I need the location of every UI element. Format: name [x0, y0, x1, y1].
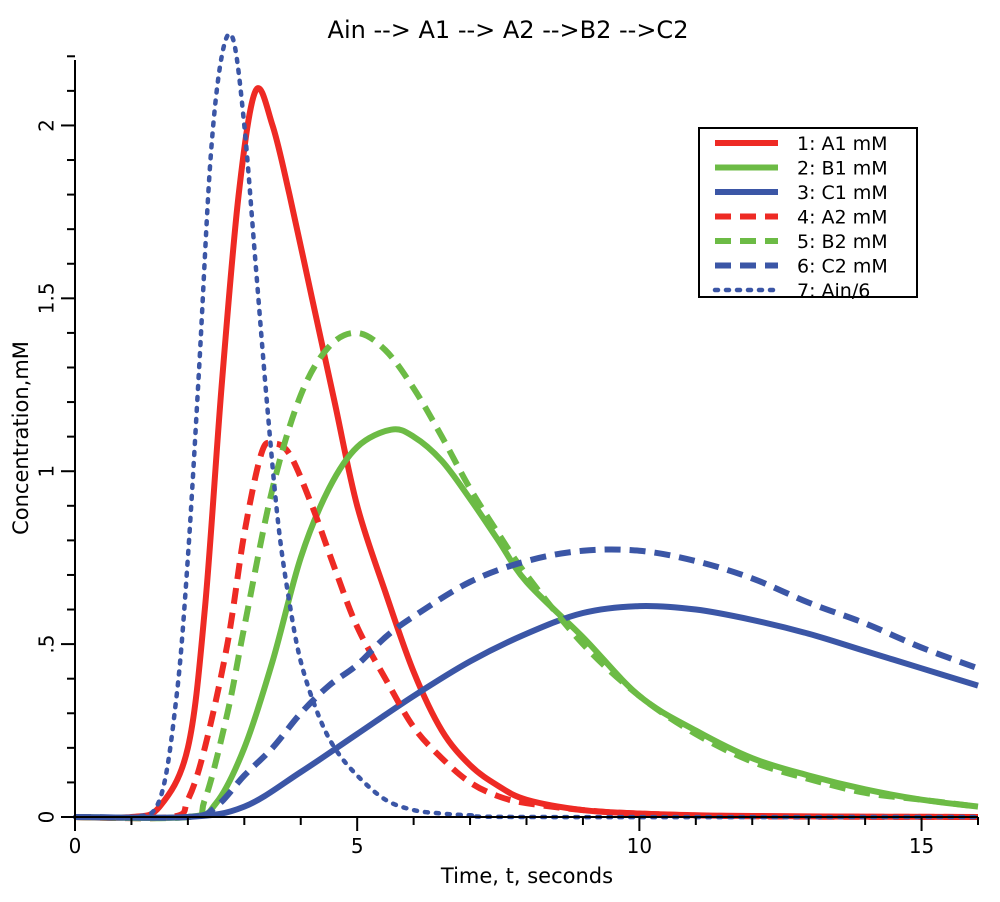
y-tick-label: 1.5 — [35, 282, 59, 314]
series-line-3 — [74, 602, 979, 821]
legend-label-7: 7: Ain/6 — [797, 280, 870, 302]
y-tick-label: 0 — [35, 811, 59, 824]
legend-label-3: 3: C1 mM — [797, 182, 888, 204]
x-tick-label: 5 — [351, 834, 364, 858]
series-line-5 — [74, 329, 979, 822]
series-line-6 — [74, 546, 980, 821]
legend-label-4: 4: A2 mM — [797, 207, 888, 229]
x-tick-label: 10 — [627, 834, 652, 858]
x-tick-label: 0 — [69, 834, 82, 858]
legend-label-6: 6: C2 mM — [797, 256, 888, 278]
legend-box — [698, 127, 918, 298]
legend-label-5: 5: B2 mM — [797, 231, 888, 253]
series-line-2 — [74, 426, 979, 822]
legend: 1: A1 mM 2: B1 mM3: C1 mM 4: A2 mM5: B2 mM… — [698, 127, 918, 302]
series-line-1 — [74, 85, 979, 821]
y-tick-label: 1 — [35, 465, 59, 478]
plot-lines — [72, 31, 981, 822]
legend-label-2: 2: B1 mM — [797, 158, 888, 180]
x-tick-label: 15 — [909, 834, 934, 858]
y-tick-label: .5 — [35, 635, 59, 654]
x-axis-label: Time, t, seconds — [440, 864, 613, 888]
y-tick-label: 2 — [35, 119, 59, 132]
axis-ticks: 0 5 10 15 0 .5 1 1.5 2 — [35, 55, 979, 858]
series-line-4 — [74, 439, 979, 822]
series-line-7 — [72, 31, 981, 821]
y-axis-label: Concentration,mM — [9, 341, 33, 535]
chart-title: Ain --> A1 --> A2 -->B2 -->C2 — [328, 16, 689, 44]
legend-label-1: 1: A1 mM — [797, 133, 888, 155]
